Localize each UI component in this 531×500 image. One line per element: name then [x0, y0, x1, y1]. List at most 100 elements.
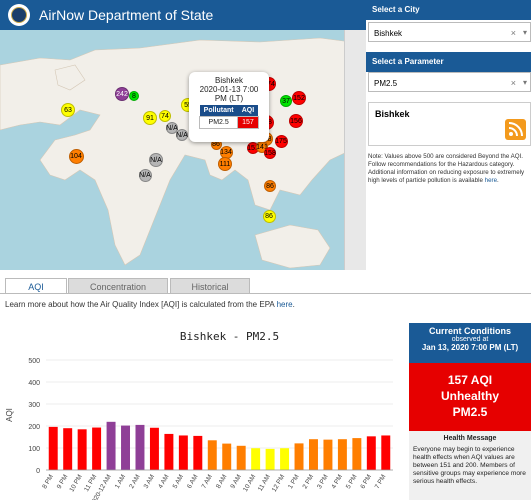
city-popup: Bishkek 2020-01-13 7:00 PM (LT) Pollutan…: [189, 72, 269, 142]
map-marker[interactable]: 91: [143, 111, 157, 125]
x-tick-label: 7 PM: [374, 474, 388, 491]
clear-parameter-icon[interactable]: ×: [510, 78, 516, 88]
aqi-status-box: 157 AQI Unhealthy PM2.5: [409, 363, 531, 431]
map-scroll-strip[interactable]: [344, 30, 366, 270]
map-marker[interactable]: 104: [68, 148, 84, 164]
current-conditions-title: Current Conditions: [429, 326, 511, 336]
y-tick-label: 300: [28, 402, 40, 409]
x-tick-label: 6 AM: [186, 474, 199, 490]
popup-aqi: 157: [237, 116, 259, 129]
y-tick-label: 100: [28, 446, 40, 453]
map-marker[interactable]: 152: [292, 91, 306, 105]
bar: [366, 436, 376, 470]
map-marker[interactable]: 63: [61, 103, 75, 117]
bar: [106, 421, 116, 470]
city-select[interactable]: Bishkek × ▾: [368, 22, 531, 42]
bar: [149, 427, 159, 470]
map-marker[interactable]: 242: [115, 87, 129, 101]
y-tick-label: 0: [36, 468, 40, 475]
bar: [164, 433, 174, 470]
epa-link[interactable]: here: [276, 300, 293, 309]
aqi-category: Unhealthy: [440, 389, 499, 403]
x-tick-label: 1 AM: [114, 474, 127, 490]
map-marker[interactable]: 74: [159, 110, 171, 122]
world-map[interactable]: 6324289174N/A5555154157N/A6517168159N/A1…: [0, 30, 351, 270]
app-header: AirNow Department of State: [0, 0, 366, 30]
map-marker[interactable]: 156: [289, 114, 303, 128]
x-tick-label: 11 PM: [83, 474, 98, 493]
parameter-select[interactable]: PM2.5 × ▾: [368, 72, 531, 92]
map-marker[interactable]: 134: [219, 145, 233, 159]
x-tick-label: 9 PM: [56, 474, 70, 491]
chevron-down-icon[interactable]: ▾: [522, 28, 527, 37]
rss-feed-icon[interactable]: [505, 119, 526, 140]
current-aqi-value: 157 AQI: [447, 373, 493, 387]
selected-city-name: Bishkek: [375, 109, 410, 119]
y-axis-label: AQI: [5, 408, 14, 422]
map-marker[interactable]: N/A: [176, 129, 188, 141]
chevron-down-icon[interactable]: ▾: [522, 78, 527, 87]
bar: [323, 439, 333, 470]
bar: [193, 435, 203, 470]
parameter-select-value: PM2.5: [374, 79, 398, 88]
bar: [337, 439, 347, 470]
map-marker[interactable]: 37: [280, 95, 292, 107]
y-tick-label: 200: [28, 424, 40, 431]
popup-city: Bishkek: [214, 76, 243, 85]
clear-city-icon[interactable]: ×: [510, 28, 516, 38]
x-tick-label: 2 AM: [128, 474, 141, 490]
beyond-aqi-note: Note: Values above 500 are considered Be…: [368, 153, 525, 184]
map-marker[interactable]: 86: [264, 180, 276, 192]
health-message-text: Everyone may begin to experience health …: [413, 446, 526, 485]
map-marker[interactable]: 175: [274, 134, 288, 148]
observed-label: observed at: [451, 336, 489, 343]
map-marker[interactable]: 8: [129, 91, 139, 101]
y-tick-label: 500: [28, 358, 40, 365]
tab-aqi[interactable]: AQI: [5, 278, 67, 294]
bar: [352, 438, 362, 470]
bar: [77, 429, 87, 470]
map-land: [0, 37, 351, 269]
bar: [135, 424, 145, 470]
x-tick-label: 8 AM: [215, 474, 228, 490]
x-tick-label: 4 AM: [157, 474, 170, 490]
bar: [178, 435, 188, 470]
map-marker[interactable]: N/A: [138, 168, 152, 182]
app-title: AirNow Department of State: [39, 7, 214, 23]
bar: [308, 439, 318, 470]
map-marker[interactable]: N/A: [166, 122, 178, 134]
x-tick-label: 1 PM: [287, 474, 301, 491]
x-tick-label: 3 AM: [143, 474, 156, 490]
x-tick-label: 6 PM: [359, 474, 373, 491]
bar: [222, 443, 232, 470]
bar: [236, 445, 246, 470]
x-tick-label: 2 PM: [302, 474, 316, 491]
x-tick-label: 5 PM: [345, 474, 359, 491]
current-pollutant: PM2.5: [452, 405, 488, 419]
popup-col-pollutant: Pollutant: [199, 105, 238, 117]
map-marker[interactable]: N/A: [149, 153, 163, 167]
x-tick-label: 7 AM: [201, 474, 214, 490]
tab-concentration[interactable]: Concentration: [68, 278, 168, 294]
x-tick-label: 3 PM: [316, 474, 330, 491]
map-marker[interactable]: 111: [218, 157, 232, 171]
x-tick-label: 10 AM: [242, 474, 257, 493]
map-marker[interactable]: 158: [264, 147, 276, 159]
x-tick-label: 4 PM: [330, 474, 344, 491]
x-tick-label: 10 PM: [68, 474, 83, 494]
y-tick-label: 400: [28, 380, 40, 387]
bar: [294, 443, 304, 470]
x-tick-label: 11 AM: [257, 474, 272, 493]
bar: [251, 448, 261, 470]
tab-divider: [0, 293, 531, 294]
observed-date: Jan 13, 2020 7:00 PM (LT): [421, 343, 519, 352]
x-tick-label: 5 AM: [172, 474, 185, 490]
popup-pollutant: PM2.5: [199, 116, 239, 129]
bar: [265, 448, 275, 470]
popup-col-aqi: AQI: [237, 105, 259, 117]
note-link[interactable]: here: [484, 177, 498, 184]
city-section-label: Select a City: [366, 0, 531, 20]
map-marker[interactable]: 86: [262, 209, 276, 223]
tab-historical[interactable]: Historical: [170, 278, 250, 294]
